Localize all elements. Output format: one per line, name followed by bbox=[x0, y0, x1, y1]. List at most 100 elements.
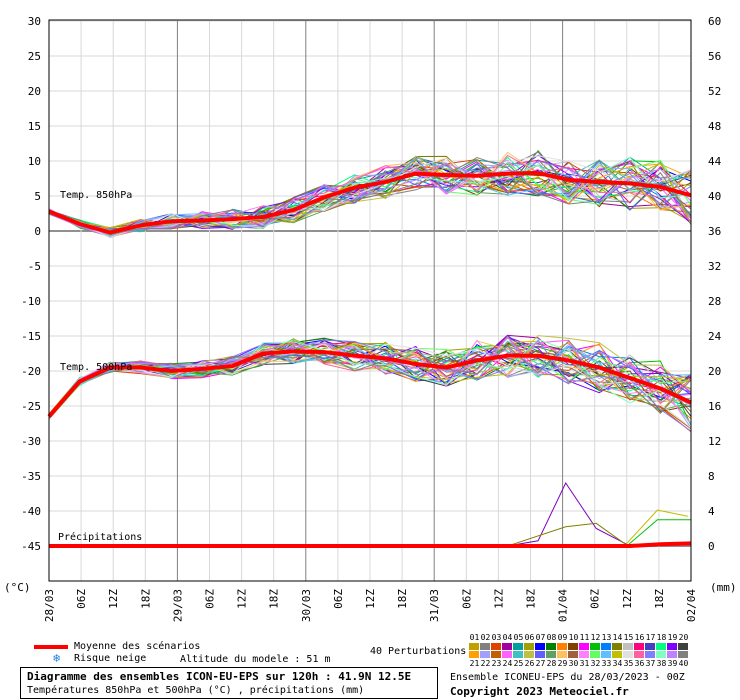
y-right-tick-label: 20 bbox=[708, 365, 721, 378]
x-tick-label: 12Z bbox=[107, 589, 120, 609]
perturbation-number: 35 bbox=[623, 659, 634, 668]
perturbation-swatch bbox=[590, 651, 600, 658]
mean-line-t850 bbox=[48, 170, 692, 235]
y-left-tick-label: -5 bbox=[28, 260, 41, 273]
perturbation-line bbox=[48, 159, 692, 235]
perturbation-swatch bbox=[535, 643, 545, 650]
precip-perturbation-line bbox=[507, 522, 628, 547]
y-right-tick-label: 36 bbox=[708, 225, 721, 238]
y-left-tick-label: -15 bbox=[21, 330, 41, 343]
legend-mean-swatch bbox=[34, 645, 68, 649]
x-tick-label: 06Z bbox=[589, 589, 602, 609]
x-tick-label: 06Z bbox=[332, 589, 345, 609]
perturbation-line bbox=[48, 336, 692, 417]
y-left-tick-label: 20 bbox=[28, 85, 41, 98]
perturbation-swatch bbox=[590, 643, 600, 650]
perturbation-number: 31 bbox=[579, 659, 590, 668]
y-left-tick-label: -40 bbox=[21, 505, 41, 518]
y-left-tick-label: 5 bbox=[34, 190, 41, 203]
perturbation-swatch bbox=[678, 651, 688, 658]
perturbation-swatch bbox=[612, 651, 622, 658]
y-right-tick-label: 24 bbox=[708, 330, 722, 343]
perturbation-number: 16 bbox=[634, 633, 645, 642]
x-tick-label: 29/03 bbox=[171, 589, 184, 622]
x-tick-label: 12Z bbox=[492, 589, 505, 609]
x-tick-label: 06Z bbox=[75, 589, 88, 609]
perturbation-swatch bbox=[557, 643, 567, 650]
snowflake-icon: ❄ bbox=[53, 651, 61, 665]
perturbation-number: 33 bbox=[601, 659, 612, 668]
y-right-tick-label: 16 bbox=[708, 400, 721, 413]
perturbation-swatch bbox=[623, 643, 633, 650]
altitude-label: Altitude du modele : 51 m bbox=[180, 654, 331, 665]
y-right-tick-label: 56 bbox=[708, 50, 721, 63]
perturbation-number: 17 bbox=[645, 633, 656, 642]
y-right-tick-label: 60 bbox=[708, 15, 721, 28]
legend-snow-label: Risque neige bbox=[74, 653, 147, 664]
perturbation-swatch bbox=[524, 643, 534, 650]
x-tick-label: 12Z bbox=[236, 589, 249, 609]
footer-box bbox=[20, 667, 438, 699]
y-left-tick-label: -10 bbox=[21, 295, 41, 308]
perturbation-swatch bbox=[469, 651, 479, 658]
y-right-tick-label: 0 bbox=[708, 540, 715, 553]
perturbation-number: 20 bbox=[678, 633, 689, 642]
perturbation-swatch bbox=[623, 651, 633, 658]
perturbation-number: 26 bbox=[524, 659, 535, 668]
perturbation-swatch bbox=[524, 651, 534, 658]
perturbation-number: 30 bbox=[568, 659, 579, 668]
perturbation-number: 13 bbox=[601, 633, 612, 642]
perturbation-swatch bbox=[546, 651, 556, 658]
perturbation-swatch bbox=[678, 643, 688, 650]
perturbation-number: 01 bbox=[469, 633, 480, 642]
perturbation-line bbox=[48, 340, 692, 419]
legend-mean-label: Moyenne des scénarios bbox=[74, 641, 201, 652]
perturbation-swatch bbox=[656, 651, 666, 658]
footer-copyright: Copyright 2023 Meteociel.fr bbox=[450, 685, 629, 698]
perturbation-number: 15 bbox=[623, 633, 634, 642]
perturbation-swatch bbox=[667, 651, 677, 658]
perturbation-swatch bbox=[579, 643, 589, 650]
perturbation-swatch bbox=[656, 643, 666, 650]
right-unit-label: (mm) bbox=[710, 581, 737, 594]
y-right-tick-label: 28 bbox=[708, 295, 721, 308]
footer-subtitle: Températures 850hPa et 500hPa (°C) , pré… bbox=[27, 685, 365, 696]
precip-perturbation-line bbox=[626, 519, 691, 547]
perturbation-swatches-row2 bbox=[469, 651, 689, 658]
y-right-tick-label: 48 bbox=[708, 120, 721, 133]
perturbation-number: 21 bbox=[469, 659, 480, 668]
perturbation-number: 12 bbox=[590, 633, 601, 642]
y-right-tick-label: 40 bbox=[708, 190, 721, 203]
perturbation-swatch bbox=[579, 651, 589, 658]
x-tick-label: 12Z bbox=[621, 589, 634, 609]
perturbation-swatch bbox=[612, 643, 622, 650]
perturbation-swatch bbox=[535, 651, 545, 658]
footer-title: Diagramme des ensembles ICON-EU-EPS sur … bbox=[27, 670, 412, 683]
x-tick-label: 31/03 bbox=[428, 589, 441, 622]
perturbation-number: 02 bbox=[480, 633, 491, 642]
x-tick-label: 12Z bbox=[364, 589, 377, 609]
perturbation-swatch bbox=[491, 651, 501, 658]
perturbation-number: 40 bbox=[678, 659, 689, 668]
perturbation-number: 28 bbox=[546, 659, 557, 668]
perturbation-swatch bbox=[667, 643, 677, 650]
perturbation-swatch bbox=[634, 651, 644, 658]
y-right-tick-label: 12 bbox=[708, 435, 721, 448]
perturbations-label: 40 Perturbations bbox=[370, 646, 467, 657]
perturbation-line bbox=[48, 339, 692, 424]
perturbation-swatch bbox=[480, 643, 490, 650]
perturbation-line bbox=[48, 162, 692, 233]
perturbation-swatch bbox=[480, 651, 490, 658]
perturbation-line bbox=[48, 156, 692, 236]
annotation-t500: Temp. 500hPa bbox=[60, 362, 132, 373]
left-unit-label: (°C) bbox=[4, 581, 31, 594]
perturbation-number: 38 bbox=[656, 659, 667, 668]
y-left-tick-label: 0 bbox=[34, 225, 41, 238]
perturbation-swatch bbox=[557, 651, 567, 658]
perturbation-number: 29 bbox=[557, 659, 568, 668]
perturbation-swatch bbox=[502, 651, 512, 658]
perturbation-swatch bbox=[601, 651, 611, 658]
y-left-tick-label: 30 bbox=[28, 15, 41, 28]
